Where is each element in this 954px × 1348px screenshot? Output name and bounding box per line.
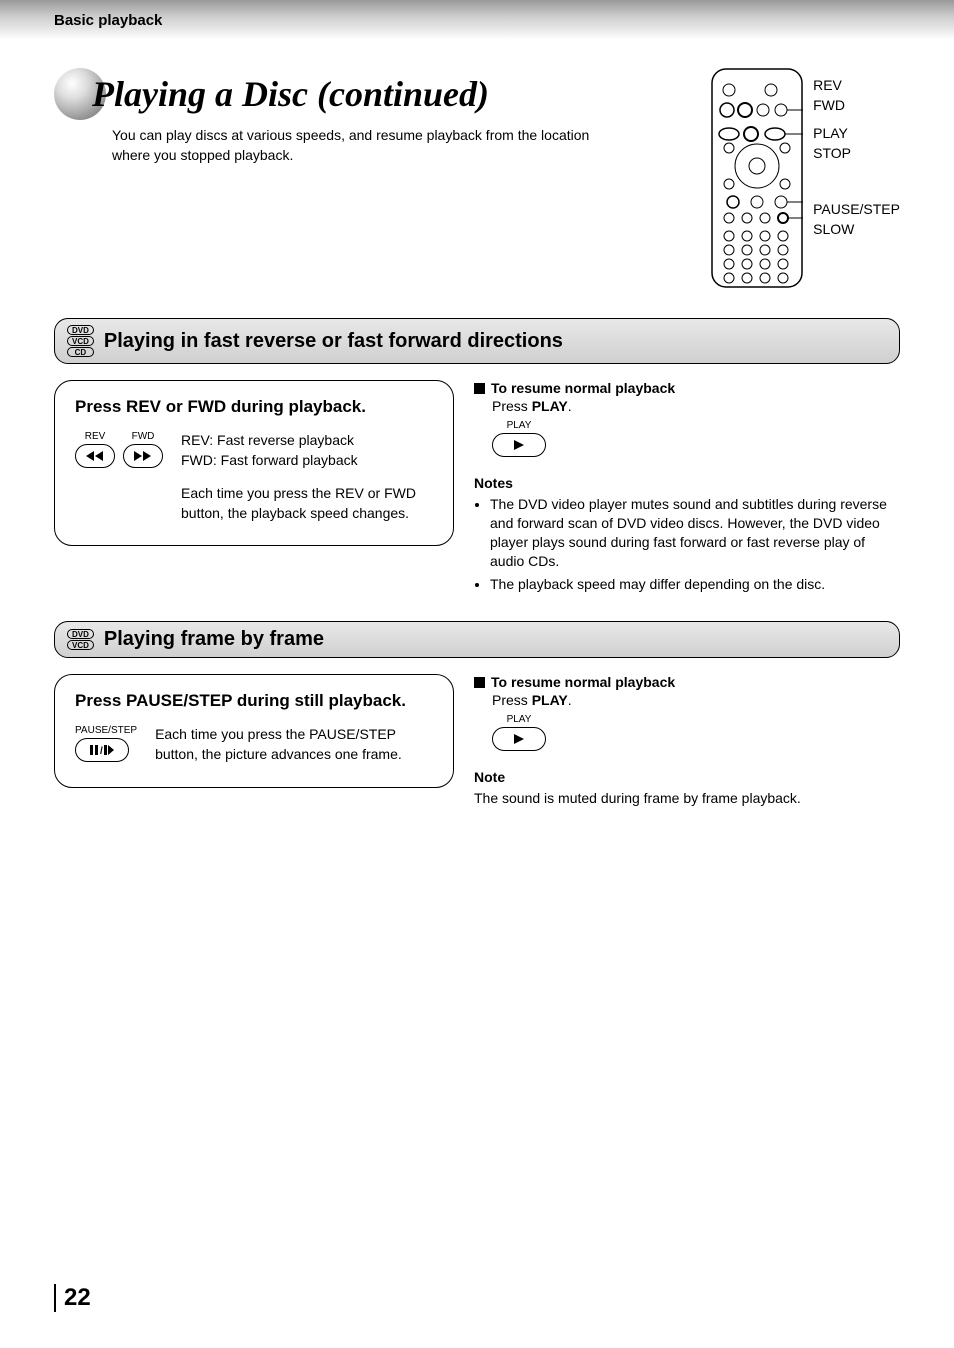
section-bar-fastplay: DVD VCD CD Playing in fast reverse or fa… (54, 318, 900, 364)
resume-title: To resume normal playback (491, 674, 675, 690)
play-icon (514, 440, 524, 450)
note-item: The sound is muted during frame by frame… (474, 789, 900, 808)
badge-stack: DVD VCD CD (67, 325, 94, 357)
pausestep-icon: / (90, 745, 114, 755)
rev-label: REV (75, 431, 115, 442)
page-number: 22 (54, 1284, 91, 1312)
play-label: PLAY (492, 714, 546, 725)
section-bar-frame: DVD VCD Playing frame by frame (54, 621, 900, 658)
play-label: PLAY (492, 420, 546, 431)
panel-title: Press REV or FWD during playback. (75, 397, 433, 417)
badge-cd: CD (67, 347, 94, 357)
bullet-square-icon (474, 383, 485, 394)
fwd-label: FWD (123, 431, 163, 442)
desc-frame: Each time you press the PAUSE/STEP butto… (155, 725, 433, 764)
notes-heading: Note (474, 769, 900, 785)
remote-label-pause: PAUSE/STEP (813, 202, 900, 216)
remote-icon (711, 68, 803, 288)
page-title: Playing a Disc (continued) (92, 73, 489, 115)
pausestep-label: PAUSE/STEP (75, 725, 137, 736)
section-title-frame: Playing frame by frame (104, 628, 324, 651)
remote-labels: REV FWD PLAY STOP PAUSE/STEP SLOW (813, 68, 900, 236)
play-icon (514, 734, 524, 744)
page-subtitle: You can play discs at various speeds, an… (112, 126, 602, 165)
resume-body: Press PLAY. (492, 398, 900, 414)
desc-rev: REV: Fast reverse playback (181, 431, 433, 451)
panel-fastplay: Press REV or FWD during playback. REV FW… (54, 380, 454, 546)
resume-title: To resume normal playback (491, 380, 675, 396)
desc-fwd: FWD: Fast forward playback (181, 451, 433, 471)
hero-row: Playing a Disc (continued) You can play … (54, 68, 900, 288)
bullet-square-icon (474, 677, 485, 688)
remote-label-slow: SLOW (813, 222, 900, 236)
panel-frame: Press PAUSE/STEP during still playback. … (54, 674, 454, 787)
badge-dvd: DVD (67, 629, 94, 639)
note-item: The DVD video player mutes sound and sub… (490, 495, 900, 571)
note-item: The playback speed may differ depending … (490, 575, 900, 594)
badge-vcd: VCD (67, 640, 94, 650)
desc-speed: Each time you press the REV or FWD butto… (181, 484, 433, 523)
remote-label-fwd: FWD (813, 98, 900, 112)
pausestep-button[interactable]: / (75, 738, 129, 762)
fwd-button[interactable] (123, 444, 163, 468)
remote-label-rev: REV (813, 78, 900, 92)
notes-heading: Notes (474, 475, 900, 491)
remote-label-stop: STOP (813, 146, 900, 160)
breadcrumb-text: Basic playback (54, 12, 162, 29)
breadcrumb-bar: Basic playback (0, 0, 954, 40)
play-button[interactable] (492, 727, 546, 751)
fwd-icon (134, 451, 152, 461)
remote-diagram: REV FWD PLAY STOP PAUSE/STEP SLOW (711, 68, 900, 288)
rev-button[interactable] (75, 444, 115, 468)
rev-icon (86, 451, 104, 461)
play-button[interactable] (492, 433, 546, 457)
resume-body: Press PLAY. (492, 692, 900, 708)
badge-dvd: DVD (67, 325, 94, 335)
section-title-fastplay: Playing in fast reverse or fast forward … (104, 330, 563, 353)
panel-title: Press PAUSE/STEP during still playback. (75, 691, 433, 711)
svg-text:/: / (100, 746, 103, 755)
remote-label-play: PLAY (813, 126, 900, 140)
badge-stack: DVD VCD (67, 629, 94, 650)
badge-vcd: VCD (67, 336, 94, 346)
